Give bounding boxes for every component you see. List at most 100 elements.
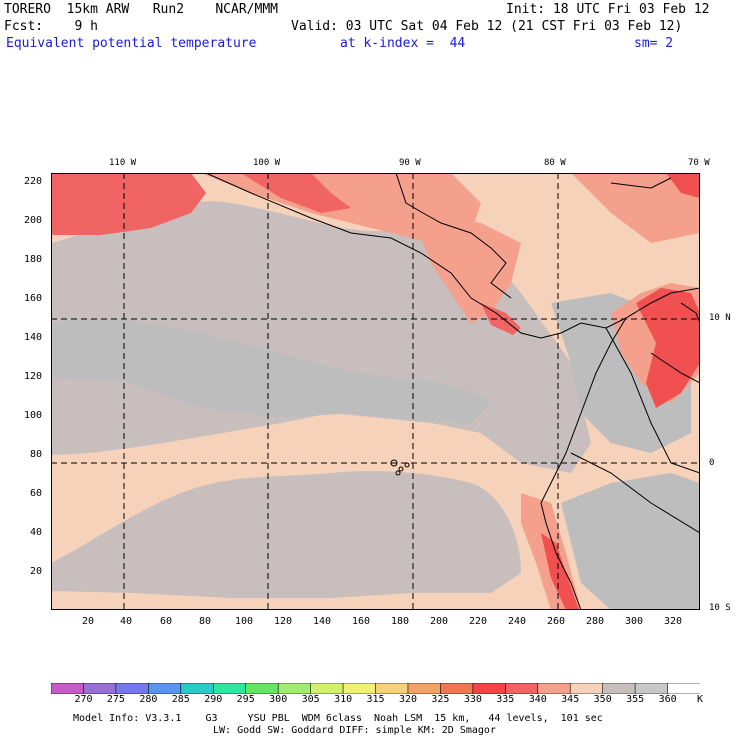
- y-grid-label: 120: [24, 371, 43, 382]
- colorbar-swatch: [634, 683, 669, 694]
- colorbar-swatch: [310, 683, 344, 694]
- colorbar-label: 320: [398, 694, 418, 705]
- y-grid-label: 40: [30, 527, 43, 538]
- forecast-hour: Fcst: 9 h: [4, 19, 98, 34]
- colorbar-label: 325: [431, 694, 450, 705]
- x-grid-label: 180: [391, 616, 410, 627]
- grey-patch-3: [561, 473, 700, 610]
- colorbar-label: 280: [139, 694, 158, 705]
- y-grid-label: 180: [24, 254, 43, 265]
- warm-area-central-america: [411, 213, 521, 323]
- colorbar-label: 300: [269, 694, 288, 705]
- y-grid-label: 100: [24, 410, 43, 421]
- valid-time: Valid: 03 UTC Sat 04 Feb 12 (21 CST Fri …: [291, 19, 683, 34]
- colorbar-swatch: [667, 683, 700, 694]
- colorbar-swatch: [51, 683, 85, 694]
- colorbar-label: 340: [528, 694, 547, 705]
- x-grid-label: 260: [547, 616, 566, 627]
- coast-caribbean-islands: [610, 177, 700, 324]
- y-grid-label: 80: [30, 449, 43, 460]
- lat-label-10n: 10 N: [709, 313, 731, 323]
- colorbar-label: 305: [301, 694, 320, 705]
- lon-label-100w: 100 W: [253, 158, 281, 168]
- colorbar-label: 360: [658, 694, 677, 705]
- colorbar-swatch: [277, 683, 312, 694]
- colorbar-label: 345: [561, 694, 580, 705]
- colorbar-label: 295: [236, 694, 255, 705]
- colorbar-swatch: [342, 683, 377, 694]
- x-grid-label: 20: [82, 616, 95, 627]
- x-grid-label: 120: [274, 616, 293, 627]
- colorbar-label: 285: [171, 694, 190, 705]
- x-grid-label: 220: [469, 616, 488, 627]
- header-line1-left: TORERO 15km ARW Run2 NCAR/MMM: [4, 3, 278, 17]
- coast-south-america: [540, 317, 627, 610]
- x-grid-label: 80: [199, 616, 212, 627]
- x-grid-label: 280: [586, 616, 605, 627]
- colorbar-swatch: [602, 683, 636, 694]
- colorbar-swatch: [440, 683, 474, 694]
- colorbar-label: 315: [366, 694, 385, 705]
- colorbar-label: 350: [593, 694, 612, 705]
- run-label: Run2: [152, 2, 185, 17]
- colorbar-swatch: [537, 683, 572, 694]
- y-grid-label: 140: [24, 332, 43, 343]
- level-label: at k-index = 44: [340, 36, 466, 51]
- x-grid-label: 320: [664, 616, 683, 627]
- hot-area-andes: [541, 533, 579, 610]
- y-grid-label: 160: [24, 293, 43, 304]
- colorbar-swatch: [148, 683, 182, 694]
- x-grid-label: 60: [160, 616, 173, 627]
- field-name: Equivalent potential temperature: [6, 36, 257, 51]
- colorbar-swatch: [375, 683, 409, 694]
- y-grid-label: 200: [24, 215, 43, 226]
- colorbar-label: 355: [626, 694, 645, 705]
- lon-label-80w: 80 W: [544, 158, 566, 168]
- smoothing-label: sm= 2: [634, 36, 674, 51]
- init-time: Init: 18 UTC Fri 03 Feb 12: [506, 2, 710, 17]
- colorbar-swatch: [472, 683, 507, 694]
- coast-central-america: [205, 173, 700, 339]
- theta-e-map: [51, 173, 700, 610]
- latlon-grid: [51, 173, 700, 610]
- model-info-line1: Model Info: V3.3.1 G3 YSU PBL WDM 6class…: [73, 713, 603, 724]
- lat-label-0: 0: [709, 458, 715, 468]
- colorbar-swatch: [212, 683, 247, 694]
- colorbar: [51, 683, 700, 694]
- colorbar-label: 270: [74, 694, 93, 705]
- x-grid-label: 160: [352, 616, 371, 627]
- lon-label-70w: 70 W: [688, 158, 710, 168]
- x-grid-label: 200: [430, 616, 449, 627]
- x-grid-label: 240: [508, 616, 527, 627]
- y-grid-label: 220: [24, 176, 43, 187]
- colorbar-swatch: [245, 683, 279, 694]
- grey-patch-1: [51, 318, 491, 423]
- colorbar-unit: K: [696, 694, 704, 705]
- colorbar-label: 275: [106, 694, 125, 705]
- colorbar-label: 335: [496, 694, 515, 705]
- colorbar-swatch: [504, 683, 539, 694]
- lat-label-10s: 10 S: [709, 603, 731, 613]
- model-info-line2: LW: Godd SW: Goddard DIFF: simple KM: 2D…: [213, 725, 496, 736]
- x-grid-label: 40: [120, 616, 133, 627]
- coast-caribbean: [395, 173, 512, 299]
- map-frame: [51, 173, 700, 610]
- model-resolution: 15km ARW: [66, 2, 130, 17]
- x-grid-label: 100: [235, 616, 254, 627]
- lon-label-90w: 90 W: [399, 158, 421, 168]
- grey-field-south: [51, 471, 521, 598]
- colorbar-label: 330: [463, 694, 482, 705]
- colorbar-label: 290: [204, 694, 223, 705]
- colorbar-swatch: [180, 683, 215, 694]
- y-grid-label: 20: [30, 566, 43, 577]
- colorbar-label: 310: [334, 694, 353, 705]
- y-grid-label: 60: [30, 488, 43, 499]
- hot-area-ne-corner: [666, 173, 700, 198]
- warm-area-ne: [571, 173, 700, 243]
- x-grid-label: 300: [625, 616, 644, 627]
- org-label: NCAR/MMM: [215, 2, 278, 17]
- model-name: TORERO: [4, 2, 51, 17]
- hot-area-nw: [51, 173, 206, 235]
- colorbar-swatch: [83, 683, 117, 694]
- colorbar-swatch: [115, 683, 150, 694]
